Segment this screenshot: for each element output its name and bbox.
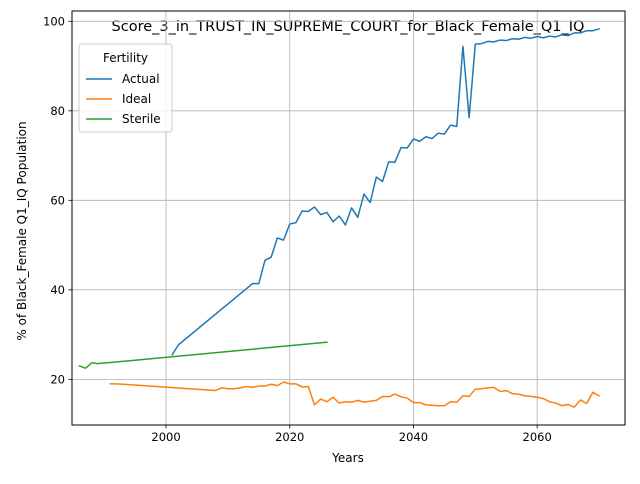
legend-label-actual: Actual xyxy=(122,72,160,86)
y-tick-label: 20 xyxy=(50,372,65,386)
gridlines xyxy=(72,11,625,425)
x-tick-label: 2020 xyxy=(275,430,304,444)
y-tick-label: 40 xyxy=(50,283,65,297)
legend-title: Fertility xyxy=(103,51,148,65)
y-tick-label: 80 xyxy=(50,104,65,118)
series-line-ideal xyxy=(109,381,601,408)
series-line-sterile xyxy=(78,341,328,369)
legend-label-sterile: Sterile xyxy=(122,112,161,126)
x-tick-label: 2060 xyxy=(523,430,552,444)
series-lines xyxy=(78,27,601,408)
y-tick-label: 100 xyxy=(43,14,65,28)
y-axis-label: % of Black_Female Q1_IQ Population xyxy=(15,121,29,340)
legend-box xyxy=(78,43,173,133)
y-tick-label: 60 xyxy=(50,193,65,207)
chart-title: Score_3_in_TRUST_IN_SUPREME_COURT_for_Bl… xyxy=(112,19,585,35)
legend-label-ideal: Ideal xyxy=(122,92,151,106)
legend-entries: Actual Ideal Sterile xyxy=(86,72,161,126)
x-axis-label: Years xyxy=(331,451,364,465)
series-line-actual xyxy=(171,27,600,356)
x-tick-label: 2000 xyxy=(151,430,180,444)
plot-frame xyxy=(71,10,626,426)
legend: Fertility Actual Ideal Sterile xyxy=(78,43,173,133)
x-tick-label: 2040 xyxy=(399,430,428,444)
